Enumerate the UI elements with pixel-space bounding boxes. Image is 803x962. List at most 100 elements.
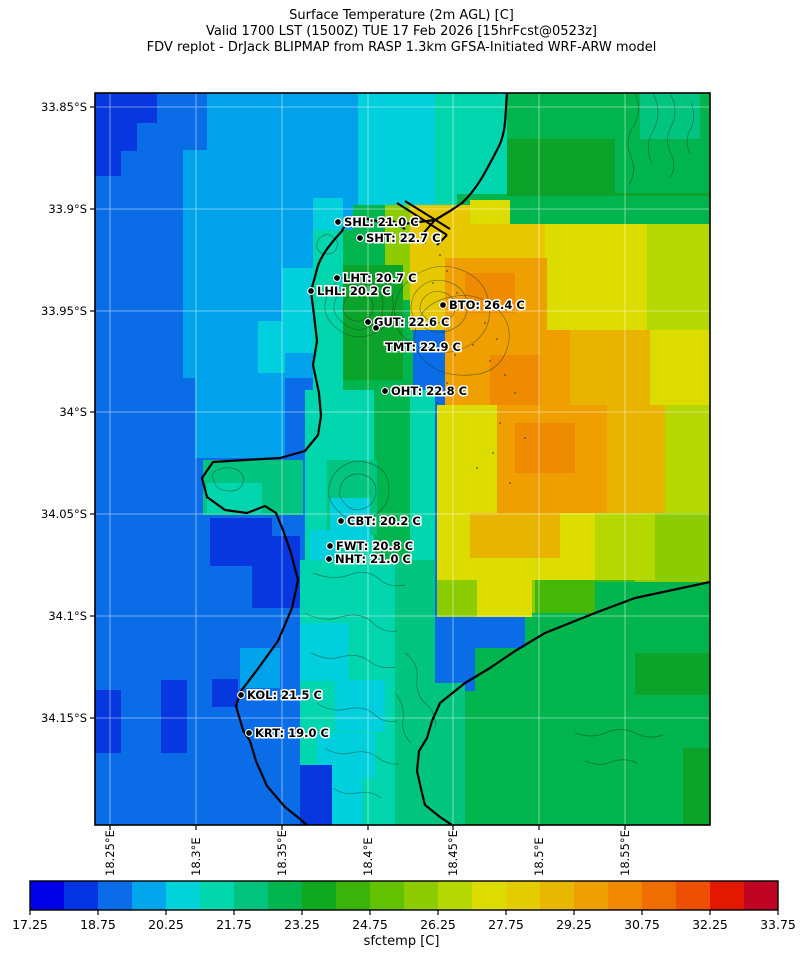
model-source-subtitle: FDV replot - DrJack BLIPMAP from RASP 1.… — [146, 40, 657, 55]
station-marker-dot — [381, 387, 389, 395]
station-CBT: CBT: 20.2 C — [337, 513, 422, 530]
station-label: KRT: 19.0 C — [255, 726, 329, 740]
colorbar-segment — [710, 881, 745, 910]
station-NHT: NHT: 21.0 C — [325, 551, 412, 568]
station-marker-dot — [326, 542, 334, 550]
page-title: Surface Temperature (2m AGL) [C] — [289, 8, 514, 23]
station-marker-dot — [364, 318, 372, 326]
colorbar-segment — [234, 881, 269, 910]
colorbar-segment — [574, 881, 609, 910]
station-marker-dot — [334, 218, 342, 226]
station-label: SHL: 21.0 C — [344, 215, 419, 229]
station-marker-dot — [333, 274, 341, 282]
station-GUT2 — [372, 324, 380, 332]
colorbar-segment — [30, 881, 65, 910]
station-OHT: OHT: 22.8 C — [381, 383, 469, 400]
map-frame — [94, 92, 711, 826]
map-layers — [95, 93, 710, 825]
station-label: FWT: 20.8 C — [336, 539, 413, 553]
colorbar-segment — [370, 881, 405, 910]
station-label: SHT: 22.7 C — [366, 231, 441, 245]
y-tick-label: 33.95°S — [41, 304, 87, 318]
y-tick-label: 34°S — [59, 405, 87, 419]
colorbar-segment — [268, 881, 303, 910]
y-tick-label: 34.05°S — [41, 507, 87, 521]
x-tick-label: 18.4°E — [361, 837, 375, 876]
colorbar-segment — [676, 881, 711, 910]
y-tick-label: 33.85°S — [41, 100, 87, 114]
station-label: BTO: 26.4 C — [449, 298, 525, 312]
urban-speckles — [424, 242, 526, 484]
station-label: OHT: 22.8 C — [391, 384, 467, 398]
colorbar-tick-label: 27.75 — [488, 917, 524, 932]
station-label: LHT: 20.7 C — [343, 271, 417, 285]
station-marker-dot — [307, 287, 315, 295]
station-marker-dot — [337, 517, 345, 525]
x-tick-label: 18.35°E — [275, 830, 289, 876]
colorbar-tick-label: 24.75 — [352, 917, 388, 932]
colorbar-tick-label: 17.25 — [12, 917, 48, 932]
station-KOL: KOL: 21.5 C — [237, 687, 323, 704]
station-TMT: TMT: 22.9 C — [384, 339, 463, 356]
station-marker-dot — [356, 234, 364, 242]
colorbar-segment — [540, 881, 575, 910]
station-label: NHT: 21.0 C — [335, 552, 411, 566]
station-LHT: LHT: 20.7 C — [333, 270, 418, 287]
station-FWT: FWT: 20.8 C — [326, 538, 415, 555]
colorbar-segment — [64, 881, 99, 910]
colorbar-segment — [302, 881, 337, 910]
station-marker-dot — [237, 691, 245, 699]
colorbar-tick-label: 26.25 — [420, 917, 456, 932]
graticule-lines — [95, 93, 710, 825]
coastline — [200, 93, 710, 825]
station-SHL: SHL: 21.0 C — [334, 214, 420, 231]
station-KRT: KRT: 19.0 C — [245, 725, 330, 742]
colorbar-frame — [29, 880, 779, 911]
colorbar-segment — [506, 881, 541, 910]
y-tick-label: 33.9°S — [48, 202, 87, 216]
colorbar-segment — [404, 881, 439, 910]
valid-time-subtitle: Valid 1700 LST (1500Z) TUE 17 Feb 2026 [… — [205, 24, 598, 39]
station-marker-dot — [325, 555, 333, 563]
x-tick-label: 18.5°E — [532, 837, 546, 876]
x-tick-label: 18.3°E — [189, 837, 203, 876]
colorbar-segment — [744, 881, 779, 910]
colorbar-segment — [642, 881, 677, 910]
station-label: CBT: 20.2 C — [347, 514, 421, 528]
temperature-raster — [95, 93, 710, 825]
colorbar-segment — [166, 881, 201, 910]
station-label: GUT: 22.6 C — [374, 315, 449, 329]
colorbar-tick-label: 30.75 — [624, 917, 660, 932]
x-tick-label: 18.55°E — [618, 830, 632, 876]
station-LHL: LHL: 20.2 C — [307, 283, 392, 300]
station-marker-dot — [372, 324, 380, 332]
colorbar-segment — [336, 881, 371, 910]
station-GUT: GUT: 22.6 C — [364, 314, 451, 331]
terrain-contours — [212, 93, 695, 799]
harbor-piers — [392, 200, 451, 246]
colorbar-segment — [132, 881, 167, 910]
station-label: LHL: 20.2 C — [317, 284, 391, 298]
colorbar-axis-label: sfctemp [C] — [363, 934, 440, 949]
colorbar-segment — [438, 881, 473, 910]
station-marker-dot — [439, 301, 447, 309]
colorbar-segment — [98, 881, 133, 910]
colorbar: 17.25 18.75 20.25 21.75 23.25 24.75 26.25 27.75… — [12, 880, 796, 932]
x-tick-label: 18.45°E — [446, 830, 460, 876]
station-marker-dot — [245, 729, 253, 737]
y-tick-label: 34.1°S — [48, 609, 87, 623]
colorbar-tick-label: 29.25 — [556, 917, 592, 932]
colorbar-segment — [608, 881, 643, 910]
y-tick-label: 34.15°S — [41, 711, 87, 725]
station-label: KOL: 21.5 C — [247, 688, 322, 702]
station-BTO: BTO: 26.4 C — [439, 297, 526, 314]
y-axis: 33.85°S 33.9°S 33.95°S 34°S 34.05°S 34.1°S 34.… — [41, 100, 95, 725]
station-SHT: SHT: 22.7 C — [356, 230, 442, 247]
colorbar-segment — [200, 881, 235, 910]
colorbar-tick-label: 20.25 — [148, 917, 184, 932]
colorbar-tick-label: 32.25 — [692, 917, 728, 932]
colorbar-tick-label: 21.75 — [216, 917, 252, 932]
colorbar-tick-label: 33.75 — [760, 917, 796, 932]
